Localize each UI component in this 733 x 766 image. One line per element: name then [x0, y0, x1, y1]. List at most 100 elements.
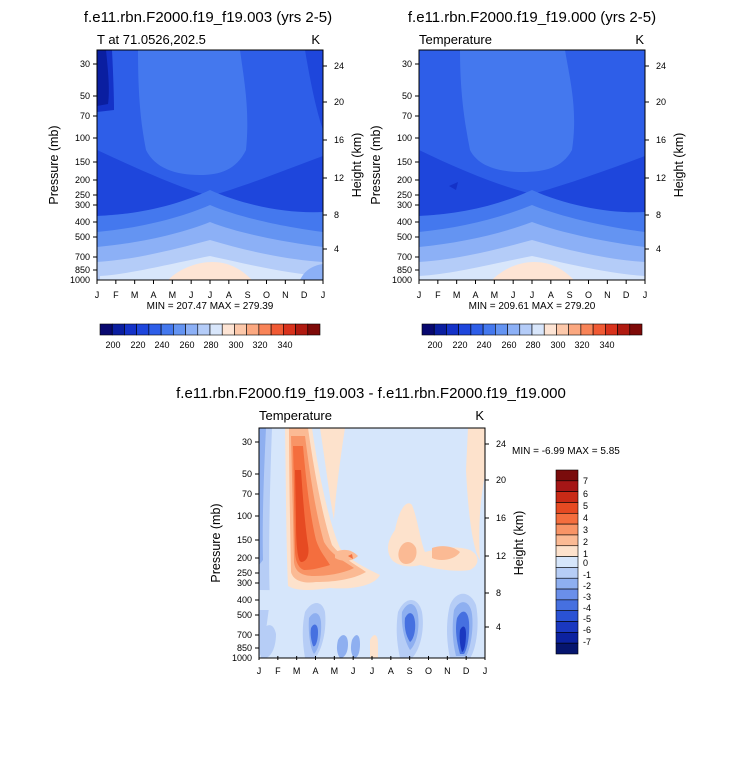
panel-2-ytick: 70 [402, 111, 412, 121]
x-tick-label: O [263, 290, 270, 300]
panel-3-units: K [475, 408, 484, 423]
panel-1-ytick: 400 [75, 217, 90, 227]
x-tick-label: J [511, 290, 516, 300]
panel-1-ytick: 70 [80, 111, 90, 121]
colorbar-swatch [568, 323, 582, 336]
x-tick-label: F [113, 290, 119, 300]
panel-1-plot [97, 50, 323, 280]
colorbar-swatch [234, 323, 247, 336]
panel-3-ytick: 700 [237, 630, 252, 640]
x-tick-label: D [463, 666, 470, 676]
colorbar-swatch [592, 323, 606, 336]
panel-3-colorbar-label: -5 [583, 614, 591, 624]
panel-2-colorbar-label: 220 [452, 340, 467, 350]
panel-2-stats: MIN = 209.61 MAX = 279.20 [469, 301, 596, 312]
x-tick-label: N [444, 666, 451, 676]
colorbar-swatch [543, 323, 557, 336]
panel-3-colorbar-label: 2 [583, 537, 588, 547]
colorbar-swatch [185, 323, 199, 336]
colorbar-swatch [555, 599, 579, 612]
panel-2-title: f.e11.rbn.F2000.f19_f19.000 (yrs 2-5) [408, 9, 656, 26]
panel-3-colorbar-label: -2 [583, 581, 591, 591]
panel-1-colorbar-labels: 200 220 240 260 280 300 320 340 [105, 340, 292, 350]
panel-2-ytick: 300 [397, 200, 412, 210]
panel-2-colorbar [421, 323, 643, 336]
panel-2-y-ticks-left: 30 50 70 100 150 200 250 300 400 500 700… [392, 59, 412, 285]
panel-2-colorbar-label: 340 [599, 340, 614, 350]
panel-1-colorbar-label: 200 [105, 340, 120, 350]
x-tick-label: J [257, 666, 262, 676]
panel-2-ytick: 500 [397, 232, 412, 242]
panel-2-colorbar-label: 280 [525, 340, 540, 350]
panel-3-colorbar-label: 6 [583, 489, 588, 499]
colorbar-swatch [197, 323, 211, 336]
panel-1-stats: MIN = 207.47 MAX = 279.39 [147, 301, 274, 312]
panel-3-colorbar-label: -3 [583, 592, 591, 602]
colorbar-swatch [421, 323, 435, 336]
panel-1-colorbar-label: 320 [252, 340, 267, 350]
x-tick-label: D [301, 290, 308, 300]
panel-3-colorbar-label: -4 [583, 603, 591, 613]
panel-1-ytick: 50 [80, 91, 90, 101]
panel-1-colorbar-label: 340 [277, 340, 292, 350]
panel-3-ytick: 400 [237, 595, 252, 605]
panel-3-ytick-right: 8 [496, 588, 501, 598]
panel-3-ylabel-right: Height (km) [512, 511, 526, 576]
panel-2-colorbar-label: 320 [574, 340, 589, 350]
panel-1-ytick: 300 [75, 200, 90, 210]
colorbar-swatch [555, 534, 579, 547]
x-tick-label: A [226, 290, 232, 300]
panel-2-ytick-right: 24 [656, 61, 666, 71]
colorbar-swatch [555, 567, 579, 579]
x-tick-label: J [189, 290, 194, 300]
x-tick-label: J [351, 666, 356, 676]
colorbar-swatch [307, 323, 321, 336]
colorbar-swatch [495, 323, 508, 336]
colorbar-swatch [136, 323, 150, 336]
panel-2-ytick: 850 [397, 265, 412, 275]
colorbar-swatch [270, 323, 284, 336]
x-tick-label: S [407, 666, 413, 676]
x-tick-label: M [491, 290, 499, 300]
colorbar-swatch [283, 323, 296, 336]
x-tick-label: M [331, 666, 339, 676]
panel-2-ytick: 200 [397, 175, 412, 185]
panel-1-title: f.e11.rbn.F2000.f19_f19.003 (yrs 2-5) [84, 9, 332, 26]
panel-3-ytick: 100 [237, 511, 252, 521]
colorbar-swatch [555, 491, 579, 503]
panel-3-colorbar-label: 4 [583, 513, 588, 523]
x-tick-label: M [131, 290, 139, 300]
panel-3-colorbar-label: -1 [583, 570, 591, 580]
panel-3-plot [259, 428, 485, 658]
panel-2-ytick-right: 12 [656, 173, 666, 183]
colorbar-swatch [555, 502, 579, 514]
colorbar-swatch [531, 323, 545, 336]
panel-1-colorbar-label: 280 [203, 340, 218, 350]
x-tick-label: A [388, 666, 394, 676]
colorbar-swatch [580, 323, 594, 336]
x-tick-label: J [208, 290, 213, 300]
panel-2-ytick: 1000 [392, 275, 412, 285]
panel-3-y-ticks-right: 24 20 16 12 8 4 [496, 439, 506, 632]
colorbar-swatch [111, 323, 125, 336]
panel-1-ytick: 100 [75, 133, 90, 143]
colorbar-swatch [433, 323, 447, 336]
colorbar-swatch [507, 323, 521, 336]
panel-3-ytick: 150 [237, 535, 252, 545]
x-tick-label: M [293, 666, 301, 676]
panel-2-ytick: 50 [402, 91, 412, 101]
colorbar-swatch [124, 323, 137, 336]
colorbar-swatch [555, 632, 579, 644]
panel-2-ytick: 400 [397, 217, 412, 227]
panel-3-ytick: 850 [237, 643, 252, 653]
x-tick-label: J [530, 290, 535, 300]
panel-2-colorbar-labels: 200 220 240 260 280 300 320 340 [427, 340, 614, 350]
x-tick-label: J [483, 666, 488, 676]
panel-3-ytick: 70 [242, 489, 252, 499]
panel-2-ytick-right: 20 [656, 97, 666, 107]
panel-1-ytick-right: 20 [334, 97, 344, 107]
colorbar-swatch [458, 323, 472, 336]
x-tick-label: A [312, 666, 318, 676]
